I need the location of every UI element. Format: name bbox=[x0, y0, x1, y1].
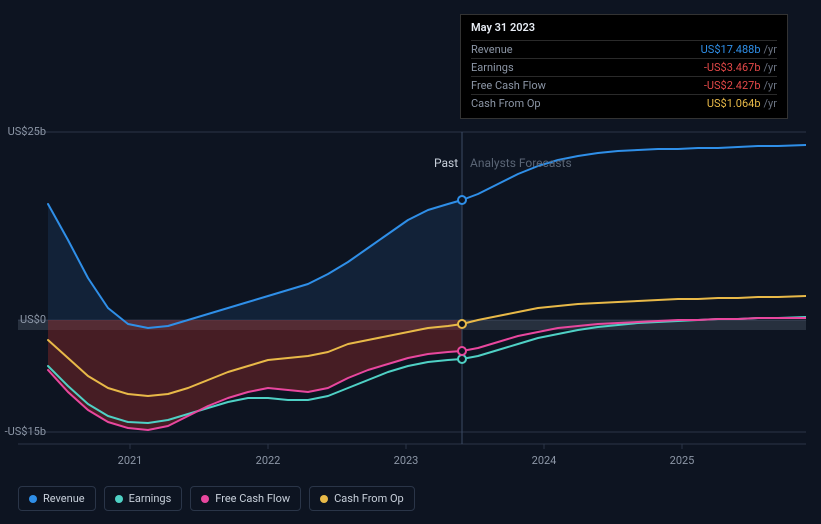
legend-item-revenue[interactable]: Revenue bbox=[18, 486, 96, 511]
tooltip-row: Earnings -US$3.467b/yr bbox=[471, 58, 777, 76]
tooltip-metric-label: Cash From Op bbox=[471, 97, 541, 110]
legend-dot-icon bbox=[115, 495, 123, 503]
y-axis-label: US$0 bbox=[0, 313, 46, 326]
x-axis-label: 2024 bbox=[532, 454, 557, 467]
y-axis-label: US$25b bbox=[0, 125, 46, 138]
legend-item-label: Free Cash Flow bbox=[215, 492, 290, 505]
legend-dot-icon bbox=[201, 495, 209, 503]
tooltip-row: Cash From Op US$1.064b/yr bbox=[471, 94, 777, 112]
x-axis-label: 2022 bbox=[256, 454, 281, 467]
legend-item-label: Earnings bbox=[129, 492, 172, 505]
y-axis-label: -US$15b bbox=[0, 425, 46, 438]
legend-item-label: Revenue bbox=[43, 492, 85, 505]
tooltip-metric-unit: /yr bbox=[764, 61, 777, 74]
tooltip-metric-unit: /yr bbox=[764, 97, 777, 110]
tooltip-metric-unit: /yr bbox=[764, 43, 777, 56]
legend-item-cash_from_op[interactable]: Cash From Op bbox=[309, 486, 415, 511]
legend-item-free_cash_flow[interactable]: Free Cash Flow bbox=[190, 486, 301, 511]
x-axis-label: 2023 bbox=[394, 454, 419, 467]
chart-legend: Revenue Earnings Free Cash Flow Cash From O… bbox=[18, 486, 415, 511]
tooltip-metric-value: -US$3.467b bbox=[704, 61, 761, 74]
past-region-label: Past bbox=[434, 156, 458, 170]
tooltip-metric-value: US$17.488b bbox=[701, 43, 761, 56]
legend-dot-icon bbox=[320, 495, 328, 503]
tooltip-metric-label: Revenue bbox=[471, 43, 513, 56]
tooltip-metric-label: Earnings bbox=[471, 61, 514, 74]
chart-tooltip: May 31 2023 RevenueUS$17.488b/yrEarnings… bbox=[460, 14, 788, 119]
x-axis-label: 2021 bbox=[118, 454, 143, 467]
tooltip-metric-value: US$1.064b bbox=[707, 97, 761, 110]
legend-item-earnings[interactable]: Earnings bbox=[104, 486, 183, 511]
forecast-region-label: Analysts Forecasts bbox=[470, 156, 572, 170]
x-axis-label: 2025 bbox=[670, 454, 695, 467]
tooltip-date: May 31 2023 bbox=[471, 21, 777, 36]
legend-dot-icon bbox=[29, 495, 37, 503]
tooltip-row: Free Cash Flow -US$2.427b/yr bbox=[471, 76, 777, 94]
tooltip-metric-label: Free Cash Flow bbox=[471, 79, 546, 92]
tooltip-row: Revenue US$17.488b/yr bbox=[471, 40, 777, 58]
tooltip-metric-value: -US$2.427b bbox=[704, 79, 761, 92]
legend-item-label: Cash From Op bbox=[334, 492, 404, 505]
tooltip-metric-unit: /yr bbox=[764, 79, 777, 92]
